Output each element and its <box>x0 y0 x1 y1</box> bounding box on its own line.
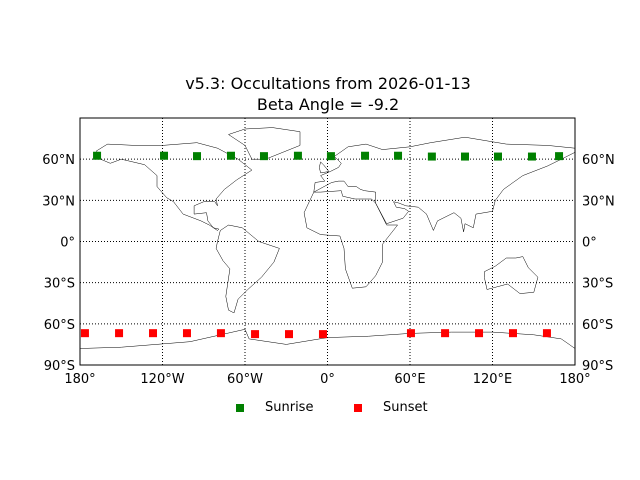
y-tick-label-right: 0° <box>582 236 597 251</box>
sunrise-point <box>361 151 370 160</box>
sunrise-point <box>494 152 502 161</box>
y-tick-label-left: 30°N <box>42 194 75 209</box>
sunset-point <box>318 330 327 339</box>
coastline <box>313 136 576 232</box>
y-tick-label-right: 30°N <box>582 194 615 209</box>
y-tick-label-left: 0° <box>60 236 75 251</box>
legend-label-sunset: Sunset <box>383 400 428 415</box>
sunset-point <box>182 329 191 338</box>
x-tick-label: 180° <box>559 372 590 387</box>
y-tick-label-right: 90°S <box>582 359 613 374</box>
sunrise-point <box>193 152 202 161</box>
sunset-point <box>251 330 260 339</box>
sunrise-point <box>427 152 436 161</box>
sunset-point <box>542 329 551 338</box>
coastline <box>319 161 330 174</box>
legend-label-sunrise: Sunrise <box>265 400 314 415</box>
sunset-point <box>216 329 225 338</box>
sunrise-point <box>394 151 403 160</box>
sunrise-point <box>93 151 102 160</box>
sunset-point <box>285 330 293 339</box>
sunrise-point <box>259 152 268 161</box>
y-tick-label-right: 30°S <box>582 277 613 292</box>
legend-marker-sunset <box>354 404 362 412</box>
y-tick-label-left: 60°N <box>42 153 75 168</box>
y-tick-label-left: 30°S <box>44 277 75 292</box>
sunrise-point <box>160 151 169 160</box>
sunrise-point <box>555 152 564 161</box>
sunset-point <box>406 329 415 338</box>
chart-subtitle: Beta Angle = -9.2 <box>256 95 400 114</box>
sunset-point <box>441 329 450 338</box>
y-tick-label-left: 60°S <box>44 318 75 333</box>
sunrise-point <box>326 152 335 161</box>
sunset-point <box>80 329 89 338</box>
chart-title: v5.3: Occultations from 2026-01-13 <box>185 74 471 93</box>
coastline <box>96 142 253 231</box>
y-tick-label-right: 60°S <box>582 318 613 333</box>
x-tick-label: 120°E <box>473 372 513 387</box>
y-tick-label-right: 60°N <box>582 153 615 168</box>
y-tick-label-left: 90°S <box>44 359 75 374</box>
sunrise-point <box>293 151 302 160</box>
coastline <box>484 256 539 294</box>
sunrise-point <box>461 152 469 161</box>
x-tick-label: 0° <box>320 372 335 387</box>
coastline <box>303 190 399 289</box>
coastline <box>79 329 576 349</box>
x-tick-label: 60°E <box>394 372 425 387</box>
coastline <box>227 127 301 160</box>
x-tick-label: 60°W <box>227 372 263 387</box>
coastline <box>215 224 280 314</box>
sunrise-point <box>527 152 536 161</box>
x-tick-label: 120°W <box>140 372 184 387</box>
legend-marker-sunrise <box>236 404 244 412</box>
plot-frame <box>79 117 576 366</box>
sunset-point <box>115 329 124 338</box>
sunrise-point <box>226 151 235 160</box>
x-tick-label: 180° <box>64 372 95 387</box>
sunset-point <box>475 329 484 338</box>
sunset-point <box>508 329 517 338</box>
sunset-point <box>149 329 158 338</box>
